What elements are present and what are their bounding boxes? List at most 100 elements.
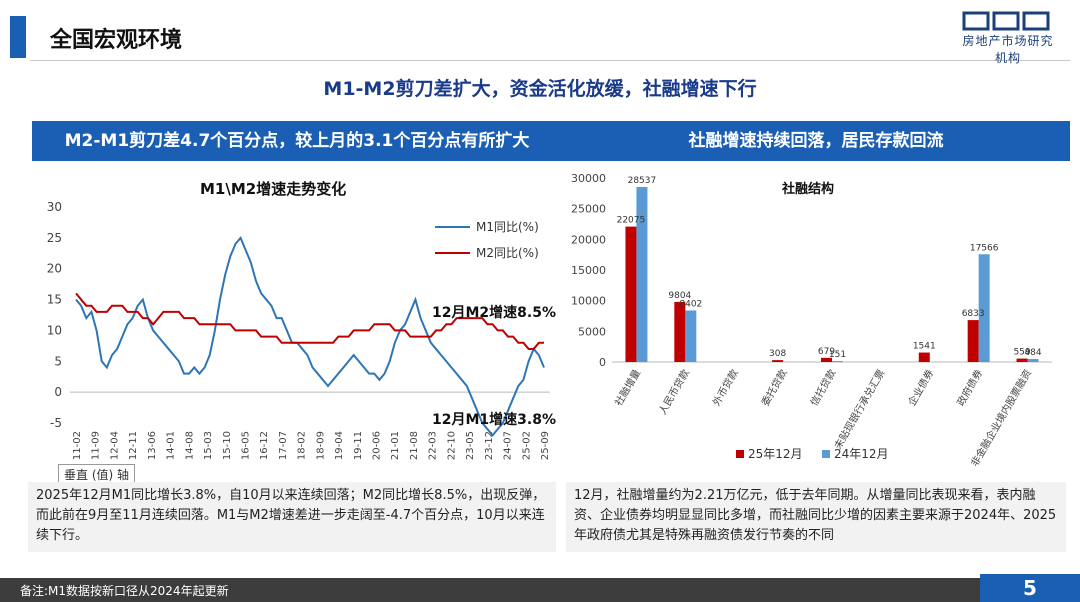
page-title: 全国宏观环境 — [50, 28, 183, 53]
y-tick-label: -5 — [50, 416, 62, 430]
bar — [832, 361, 843, 363]
m1-m2-line-chart: -5 0 5 10 15 20 25 30 11-02 11-09 12-04 12-11 13-06 1… — [47, 200, 556, 460]
x-tick-label: 18-02 — [297, 431, 308, 460]
data-label: 28537 — [628, 176, 657, 186]
x-tick-label: 19-11 — [353, 431, 364, 460]
slide-subtitle: M1-M2剪刀差扩大，资金活化放缓，社融增速下行 — [323, 78, 757, 100]
right-description: 12月，社融增量约为2.21万亿元，低于去年同期。从增量同比表现来看，表内融资、… — [566, 482, 1066, 552]
y-tick-label: 15000 — [571, 264, 606, 277]
x-tick-label: 19-04 — [334, 431, 345, 460]
x-tick-label: 11-02 — [72, 431, 83, 460]
category-label: 未贴现银行承兑汇票 — [831, 367, 887, 451]
left-chart-title: M1\M2增速走势变化 — [200, 180, 347, 198]
x-tick-label: 14-08 — [184, 431, 195, 460]
bar — [967, 320, 979, 362]
x-tick-label: 18-09 — [315, 431, 326, 460]
category-label: 企业债券 — [905, 367, 936, 408]
annotation-m2: 12月M2增速8.5% — [432, 304, 556, 321]
x-tick-label: 15-03 — [203, 431, 214, 460]
legend-label: M2同比(%) — [476, 246, 539, 260]
data-label: 484 — [1024, 348, 1041, 358]
left-description: 2025年12月M1同比增长3.8%，自10月以来连续回落；M2同比增长8.5%… — [28, 482, 556, 552]
data-label: 559 — [1013, 348, 1030, 358]
annotation-m1: 12月M1增速3.8% — [432, 411, 556, 428]
data-label: 679 — [818, 347, 835, 357]
category-label: 外币贷款 — [710, 367, 741, 408]
category-label: 信托贷款 — [807, 367, 838, 408]
legend-swatch — [822, 450, 830, 458]
x-tick-label: 22-10 — [446, 431, 457, 460]
y-tick-label: 20 — [47, 262, 62, 276]
page-number: 5 — [980, 574, 1080, 602]
bar — [772, 360, 784, 362]
data-label: 1541 — [913, 342, 936, 352]
x-tick-label: 25-02 — [521, 431, 532, 460]
y-tick-label: 30000 — [571, 172, 606, 185]
legend-label: 24年12月 — [834, 447, 889, 461]
bar — [674, 301, 686, 362]
category-label: 政府债券 — [954, 367, 985, 408]
x-tick-label: 21-08 — [409, 431, 420, 460]
data-label: 8402 — [679, 299, 702, 309]
category-label: 社融增量 — [612, 367, 643, 408]
data-label: 151 — [829, 350, 846, 360]
x-tick-label: 23-12 — [484, 431, 495, 460]
y-tick-label: 10000 — [571, 295, 606, 308]
x-tick-label: 13-06 — [147, 431, 158, 460]
legend-label: 25年12月 — [748, 447, 803, 461]
series-line-m2 — [75, 292, 544, 350]
right-chart-title: 社融结构 — [782, 182, 835, 197]
bar — [625, 226, 637, 362]
data-label: 9804 — [668, 291, 691, 301]
x-tick-label: 20-06 — [372, 431, 383, 460]
bar — [1016, 358, 1028, 362]
legend-swatch — [736, 450, 744, 458]
data-label: 308 — [769, 349, 786, 359]
x-tick-label: 23-05 — [465, 431, 476, 460]
vertical-axis-chip[interactable]: 垂直 (值) 轴 — [58, 464, 135, 485]
company-logo: 房地产市场研究机构 — [958, 10, 1058, 65]
y-tick-label: 5000 — [578, 325, 606, 338]
x-tick-label: 25-09 — [540, 431, 551, 460]
data-label: 22075 — [617, 216, 646, 226]
bar — [978, 254, 990, 362]
data-label: 6833 — [962, 309, 985, 319]
x-tick-label: 11-09 — [91, 431, 102, 460]
y-tick-label: 20000 — [571, 233, 606, 246]
y-tick-label: 25 — [47, 231, 62, 245]
bar — [685, 310, 697, 362]
x-tick-label: 21-01 — [390, 431, 401, 460]
y-tick-label: 0 — [54, 385, 62, 399]
left-panel-heading: M2-M1剪刀差4.7个百分点，较上月的3.1个百分点有所扩大 — [32, 121, 562, 161]
x-tick-label: 22-03 — [428, 431, 439, 460]
x-tick-label: 24-07 — [503, 431, 514, 460]
bar — [918, 352, 930, 362]
header-divider — [30, 60, 1070, 61]
data-label: 17566 — [970, 243, 999, 253]
x-tick-label: 17-07 — [278, 431, 289, 460]
y-tick-label: 15 — [47, 293, 62, 307]
category-label: 人民币贷款 — [656, 367, 692, 417]
header-accent-bar — [10, 16, 26, 58]
y-tick-label: 25000 — [571, 203, 606, 216]
bar — [1027, 359, 1039, 362]
x-tick-label: 16-12 — [259, 431, 270, 460]
x-tick-label: 12-11 — [128, 431, 139, 460]
y-tick-label: 5 — [54, 354, 62, 368]
x-tick-label: 14-01 — [166, 431, 177, 460]
category-label: 委托贷款 — [758, 367, 789, 408]
x-tick-label: 12-04 — [109, 431, 120, 460]
bar — [821, 357, 832, 362]
bar — [636, 186, 648, 362]
right-panel-heading: 社融增速持续回落，居民存款回流 — [562, 121, 1070, 161]
y-tick-label: 0 — [599, 356, 606, 369]
logo-text: 房地产市场研究机构 — [962, 34, 1054, 65]
footer-bar — [0, 578, 980, 602]
logo-mark-icon — [962, 11, 1050, 31]
y-tick-label: 30 — [47, 200, 62, 214]
social-financing-bar-chart: 0 5000 10000 15000 20000 25000 30000 社融增量 人民币贷款外… — [571, 172, 1052, 468]
y-tick-label: 10 — [47, 323, 62, 337]
series-line-m1 — [75, 235, 545, 437]
x-tick-label: 16-05 — [240, 431, 251, 460]
footer-note: 备注:M1数据按新口径从2024年起更新 — [20, 584, 229, 598]
